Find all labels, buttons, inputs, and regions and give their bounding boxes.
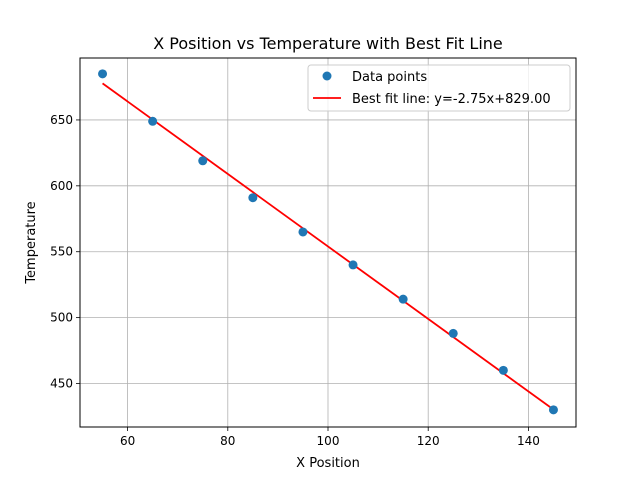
data-point: [298, 227, 308, 237]
y-tick-label: 450: [50, 377, 73, 391]
y-tick-label: 600: [50, 179, 73, 193]
y-axis-label: Temperature: [24, 201, 39, 284]
x-tick-label: 140: [517, 434, 540, 448]
data-point: [348, 260, 358, 270]
data-point: [498, 365, 508, 375]
data-point: [248, 193, 258, 203]
x-axis-label: X Position: [296, 456, 360, 471]
data-point: [548, 405, 558, 415]
x-tick-label: 100: [317, 434, 340, 448]
x-tick-label: 60: [120, 434, 135, 448]
best-fit-line: [102, 82, 554, 411]
x-tick-label: 80: [220, 434, 235, 448]
data-points-layer: [98, 69, 558, 415]
legend-label-data-points: Data points: [352, 70, 427, 85]
grid-lines: [80, 58, 576, 427]
legend: Data points Best fit line: y=-2.75x+829.…: [307, 64, 571, 112]
legend-box: [307, 64, 571, 112]
data-point: [198, 156, 208, 166]
legend-marker-data-points: [322, 71, 332, 81]
y-tick-label: 550: [50, 245, 73, 259]
data-point: [448, 328, 458, 338]
data-point: [98, 69, 108, 79]
data-point: [398, 294, 408, 304]
y-tick-label: 650: [50, 113, 73, 127]
best-fit-line-layer: [102, 82, 554, 411]
data-point: [148, 116, 158, 126]
legend-label-best-fit-line: Best fit line: y=-2.75x+829.00: [352, 92, 551, 107]
y-tick-label: 500: [50, 311, 73, 325]
axis-ticks: 60 80 100 120 140 450 500 550 600 650: [50, 113, 540, 448]
chart-title: X Position vs Temperature with Best Fit …: [153, 34, 503, 53]
x-tick-label: 120: [417, 434, 440, 448]
